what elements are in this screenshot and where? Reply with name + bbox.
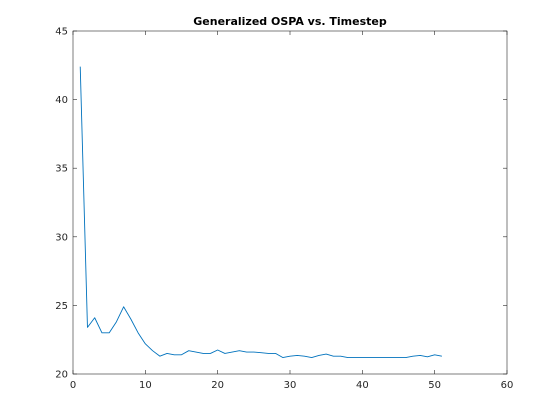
y-tick-label: 35 bbox=[55, 164, 68, 175]
x-tick-label: 10 bbox=[139, 380, 152, 391]
x-tick-label: 20 bbox=[211, 380, 224, 391]
x-tick-label: 60 bbox=[501, 380, 514, 391]
y-tick-label: 45 bbox=[55, 27, 68, 38]
axes-box bbox=[72, 30, 508, 375]
y-tick-label: 20 bbox=[55, 370, 68, 381]
x-tick-label: 50 bbox=[428, 380, 441, 391]
x-tick-label: 40 bbox=[356, 380, 369, 391]
y-tick-label: 25 bbox=[55, 301, 68, 312]
x-tick-label: 30 bbox=[284, 380, 297, 391]
y-tick-label: 40 bbox=[55, 95, 68, 106]
x-tick-label: 0 bbox=[70, 380, 76, 391]
chart-title: Generalized OSPA vs. Timestep bbox=[193, 15, 387, 28]
plot-area: 0 10 20 30 40 50 60 20 25 30 35 40 45 bbox=[55, 27, 513, 392]
y-tick-label: 30 bbox=[55, 232, 68, 243]
series-line bbox=[79, 66, 442, 358]
